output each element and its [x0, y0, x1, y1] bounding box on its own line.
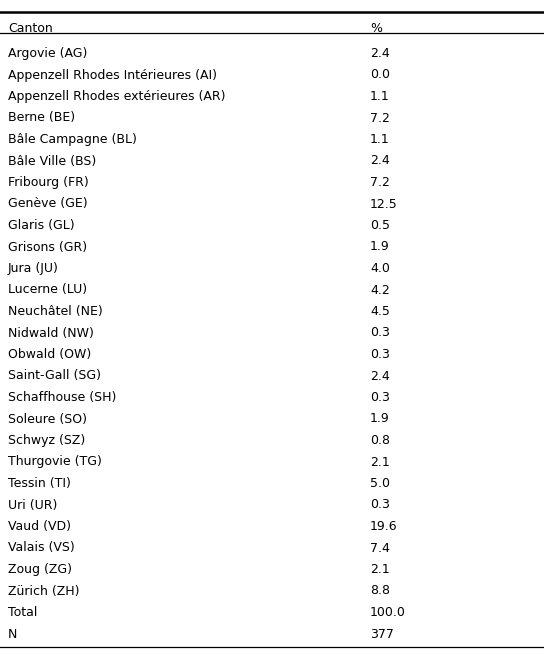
- Text: 8.8: 8.8: [370, 585, 390, 597]
- Text: Nidwald (NW): Nidwald (NW): [8, 327, 94, 340]
- Text: 1.9: 1.9: [370, 240, 390, 254]
- Text: Schwyz (SZ): Schwyz (SZ): [8, 434, 85, 447]
- Text: 4.2: 4.2: [370, 284, 390, 296]
- Text: 377: 377: [370, 627, 394, 641]
- Text: 0.3: 0.3: [370, 391, 390, 404]
- Text: Argovie (AG): Argovie (AG): [8, 47, 88, 60]
- Text: Appenzell Rhodes extérieures (AR): Appenzell Rhodes extérieures (AR): [8, 90, 226, 103]
- Text: Valais (VS): Valais (VS): [8, 541, 75, 555]
- Text: Soleure (SO): Soleure (SO): [8, 413, 87, 426]
- Text: Jura (JU): Jura (JU): [8, 262, 59, 275]
- Text: Genève (GE): Genève (GE): [8, 198, 88, 210]
- Text: Thurgovie (TG): Thurgovie (TG): [8, 455, 102, 468]
- Text: 0.3: 0.3: [370, 327, 390, 340]
- Text: Neuchâtel (NE): Neuchâtel (NE): [8, 305, 103, 318]
- Text: 0.5: 0.5: [370, 219, 390, 232]
- Text: Bâle Ville (BS): Bâle Ville (BS): [8, 154, 96, 168]
- Text: 2.4: 2.4: [370, 154, 390, 168]
- Text: Total: Total: [8, 606, 38, 619]
- Text: Schaffhouse (SH): Schaffhouse (SH): [8, 391, 116, 404]
- Text: Saint-Gall (SG): Saint-Gall (SG): [8, 369, 101, 382]
- Text: 0.3: 0.3: [370, 348, 390, 361]
- Text: N: N: [8, 627, 17, 641]
- Text: Canton: Canton: [8, 22, 53, 35]
- Text: Berne (BE): Berne (BE): [8, 112, 75, 124]
- Text: 19.6: 19.6: [370, 520, 398, 533]
- Text: 2.4: 2.4: [370, 47, 390, 60]
- Text: Appenzell Rhodes Intérieures (AI): Appenzell Rhodes Intérieures (AI): [8, 68, 217, 81]
- Text: Zoug (ZG): Zoug (ZG): [8, 563, 72, 576]
- Text: 1.9: 1.9: [370, 413, 390, 426]
- Text: 7.4: 7.4: [370, 541, 390, 555]
- Text: 1.1: 1.1: [370, 90, 390, 103]
- Text: Vaud (VD): Vaud (VD): [8, 520, 71, 533]
- Text: 4.0: 4.0: [370, 262, 390, 275]
- Text: 0.3: 0.3: [370, 499, 390, 512]
- Text: 2.1: 2.1: [370, 455, 390, 468]
- Text: Obwald (OW): Obwald (OW): [8, 348, 91, 361]
- Text: 2.4: 2.4: [370, 369, 390, 382]
- Text: Lucerne (LU): Lucerne (LU): [8, 284, 87, 296]
- Text: 4.5: 4.5: [370, 305, 390, 318]
- Text: 0.0: 0.0: [370, 68, 390, 81]
- Text: 2.1: 2.1: [370, 563, 390, 576]
- Text: 12.5: 12.5: [370, 198, 398, 210]
- Text: 1.1: 1.1: [370, 133, 390, 146]
- Text: 7.2: 7.2: [370, 112, 390, 124]
- Text: 7.2: 7.2: [370, 176, 390, 189]
- Text: 0.8: 0.8: [370, 434, 390, 447]
- Text: %: %: [370, 22, 382, 35]
- Text: Tessin (TI): Tessin (TI): [8, 477, 71, 490]
- Text: Bâle Campagne (BL): Bâle Campagne (BL): [8, 133, 137, 146]
- Text: Grisons (GR): Grisons (GR): [8, 240, 87, 254]
- Text: Glaris (GL): Glaris (GL): [8, 219, 75, 232]
- Text: 5.0: 5.0: [370, 477, 390, 490]
- Text: 100.0: 100.0: [370, 606, 406, 619]
- Text: Fribourg (FR): Fribourg (FR): [8, 176, 89, 189]
- Text: Uri (UR): Uri (UR): [8, 499, 57, 512]
- Text: Zürich (ZH): Zürich (ZH): [8, 585, 79, 597]
